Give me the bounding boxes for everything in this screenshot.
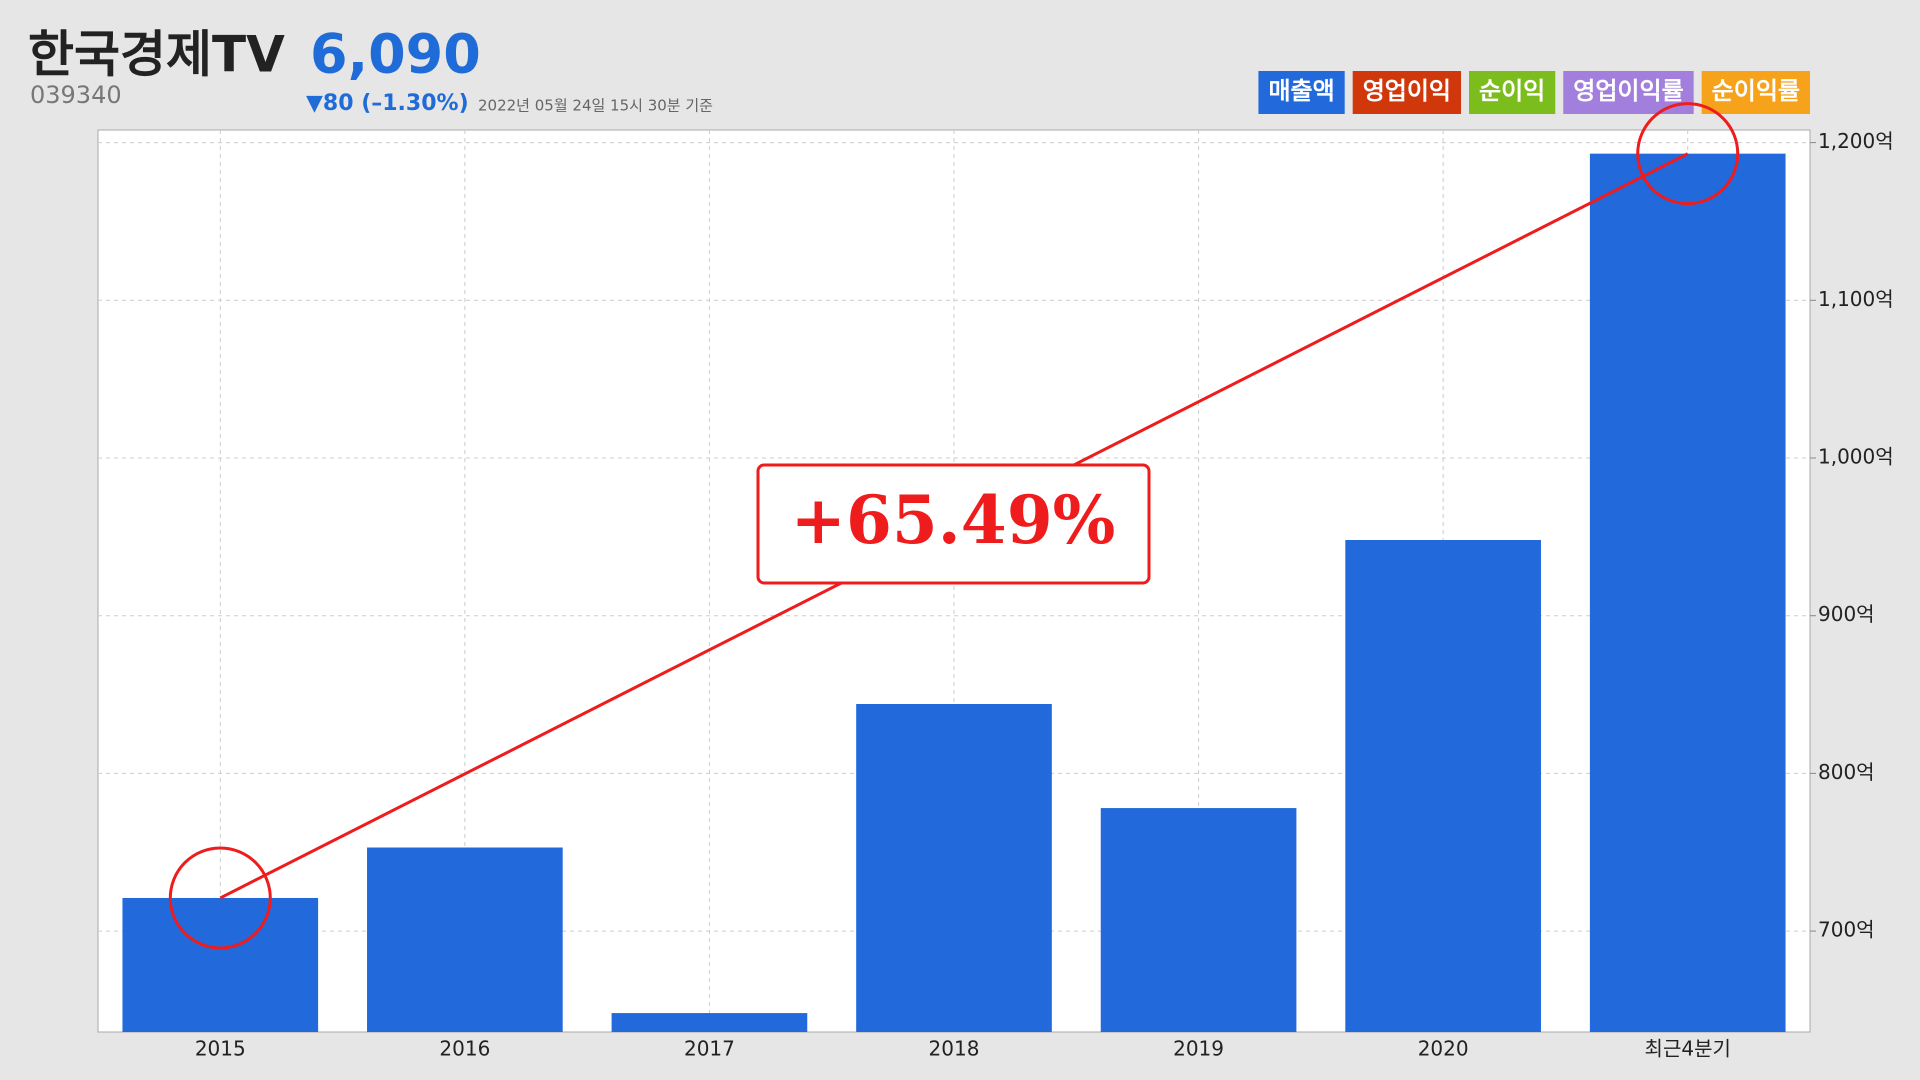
legend-label[interactable]: 매출액 — [1268, 77, 1334, 105]
bar — [856, 704, 1052, 1032]
company-name: 한국경제TV — [28, 26, 285, 84]
bar — [1345, 540, 1541, 1032]
legend-button[interactable] — [1352, 71, 1462, 114]
legend-button[interactable] — [1701, 71, 1810, 114]
y-tick-label: 1,100억 — [1818, 287, 1894, 311]
x-tick-label: 최근4분기 — [1645, 1037, 1731, 1061]
x-tick-label: 2020 — [1418, 1037, 1469, 1061]
timestamp: 2022년 05월 24일 15시 30분 기준 — [478, 97, 713, 115]
x-tick-label: 2015 — [195, 1037, 246, 1061]
x-tick-label: 2018 — [929, 1037, 980, 1061]
price-change: ▼80 (–1.30%) — [306, 91, 469, 116]
bar — [122, 897, 319, 1032]
legend-label[interactable]: 순이익 — [1479, 77, 1545, 105]
y-tick-label: 1,200억 — [1818, 129, 1894, 153]
y-tick-label: 900억 — [1818, 602, 1875, 626]
x-tick-label: 2017 — [684, 1037, 735, 1061]
bar — [611, 1013, 808, 1032]
legend-button[interactable] — [1258, 71, 1345, 114]
legend-button[interactable] — [1469, 71, 1556, 114]
bar — [367, 847, 563, 1032]
bar — [1589, 153, 1786, 1033]
x-tick-label: 2019 — [1173, 1037, 1224, 1061]
price: 6,090 — [310, 23, 481, 86]
highlight-circle — [168, 846, 272, 950]
legend-label[interactable]: 영업이익률 — [1573, 77, 1683, 105]
highlight-circle — [1636, 102, 1740, 206]
stock-code: 039340 — [30, 81, 122, 109]
bar — [1100, 808, 1297, 1032]
annotation: +65.49% — [791, 481, 1116, 559]
y-tick-label: 700억 — [1818, 918, 1875, 942]
y-tick-label: 800억 — [1818, 760, 1875, 784]
x-tick-label: 2016 — [439, 1037, 490, 1061]
annotation-box — [756, 463, 1151, 585]
legend-label[interactable]: 영업이익 — [1363, 77, 1451, 105]
y-tick-label: 1,000억 — [1818, 445, 1894, 469]
legend-label[interactable]: 순이익률 — [1712, 77, 1800, 105]
